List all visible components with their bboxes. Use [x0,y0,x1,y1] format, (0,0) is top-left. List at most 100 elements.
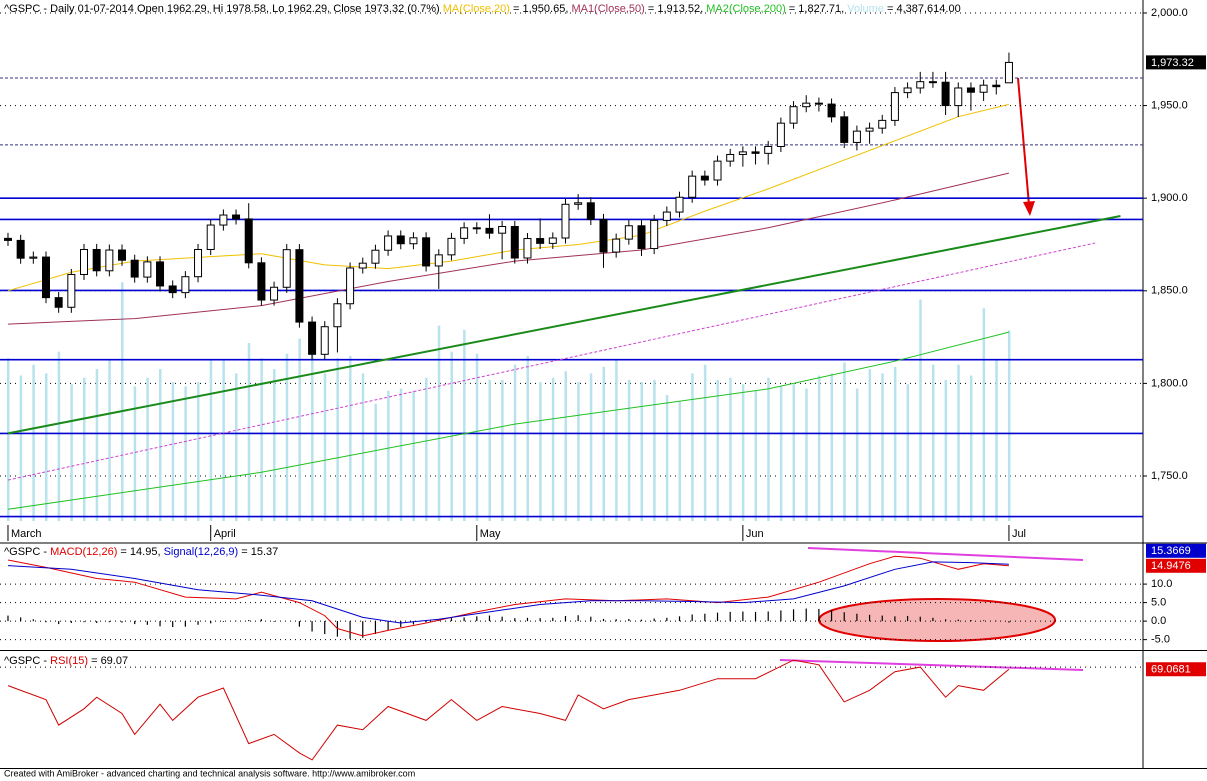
x-tick-label: April [214,528,236,540]
candle-body [1004,61,1013,84]
candle-body [472,227,481,230]
candle-body [308,321,317,355]
candle-body [814,102,823,105]
volume-bar [551,377,555,521]
volume-bar [349,356,352,521]
volume-bar [767,377,770,521]
volume-bar [995,360,998,521]
candle-body [396,235,405,245]
volume-bar [982,308,986,521]
candle-body [54,297,63,308]
volume-bar [640,382,644,521]
volume-bar [184,386,187,521]
candle-body [358,262,367,269]
candle-body [333,303,342,328]
candle-body [29,256,38,259]
candle-body [928,81,937,84]
y-tick-label: 1,800.0 [1151,377,1188,389]
candle-body [776,122,785,148]
legend-value: = 14.95, [117,546,163,558]
candle-body [3,237,12,241]
candle-body [41,256,50,299]
volume-bar [1007,330,1011,521]
candle-body [954,87,963,107]
candle-body [738,151,747,155]
series-line [7,561,1009,624]
volume-bar [133,386,137,521]
volume-bar [653,379,656,521]
volume-bar [44,373,48,521]
volume-bar [665,395,669,521]
trend-line [7,214,1121,435]
volume-bar [247,342,251,521]
candle-body [548,237,557,244]
series-line [7,555,1009,637]
candle-body [67,273,76,308]
volume-bar [475,353,479,521]
volume-bar [615,360,618,521]
volume-bar [754,390,758,521]
candle-body [612,238,621,253]
candle-body [219,214,228,226]
candle-body [460,227,469,239]
volume-bar [792,384,796,521]
value-marker [1146,558,1206,573]
volume-bar [437,325,441,521]
candle-body [320,326,329,355]
volume-bar [817,375,821,521]
value-marker-label: 15.3669 [1151,545,1191,557]
candle-body [118,249,127,261]
volume-bar [678,401,682,521]
candle-body [802,102,811,108]
arrow-head [1023,201,1035,216]
volume-bar [235,373,238,521]
candle-body [371,249,380,264]
volume-bar [881,373,884,521]
y-tick-label: 1,950.0 [1151,99,1188,111]
volume-bar [57,351,61,521]
candle-body [561,203,570,239]
volume-bar [526,356,529,521]
candle-body [523,238,532,259]
volume-bar [539,382,542,521]
candle-body [181,276,190,294]
candle-body [966,87,975,93]
y-tick-label: 1,850.0 [1151,285,1188,297]
candle-body [992,84,1001,88]
candle-body [637,225,646,250]
volume-bar [70,384,73,521]
volume-bar [513,364,517,521]
title-text: ^GSPC - Daily 01-07-2014 Open 1962.29, H… [4,3,443,15]
legend-name: MA1(Close,50) [571,3,644,15]
candle-body [257,262,266,301]
volume-bar [159,369,162,521]
y-tick-label: -5.0 [1151,634,1170,646]
candle-body [295,249,304,323]
volume-bar [830,373,834,521]
y-tick-label: 10.0 [1151,578,1172,590]
volume-bar [83,377,86,521]
volume-bar [222,360,225,521]
legend-name: RSI(15) [50,655,88,667]
candle-body [726,153,735,162]
candle-body [599,218,608,253]
volume-bar [855,388,859,521]
volume-bar [906,384,910,521]
volume-bar [6,358,10,521]
footer: Created with AmiBroker - advanced charti… [4,768,415,778]
candle-body [156,261,165,287]
volume-bar [627,379,631,521]
x-tick-label: May [480,528,501,540]
legend-name: MACD(12,26) [50,546,117,558]
candle-body [827,103,836,118]
volume-bar [273,369,276,521]
candle-body [624,225,633,240]
panel-title: ^GSPC - MACD(12,26) = 14.95, Signal(12,2… [4,546,278,558]
candle-body [574,202,583,205]
volume-bar [412,390,415,521]
candle-body [232,214,241,220]
candle-body [384,235,393,251]
series-line [7,659,1010,761]
